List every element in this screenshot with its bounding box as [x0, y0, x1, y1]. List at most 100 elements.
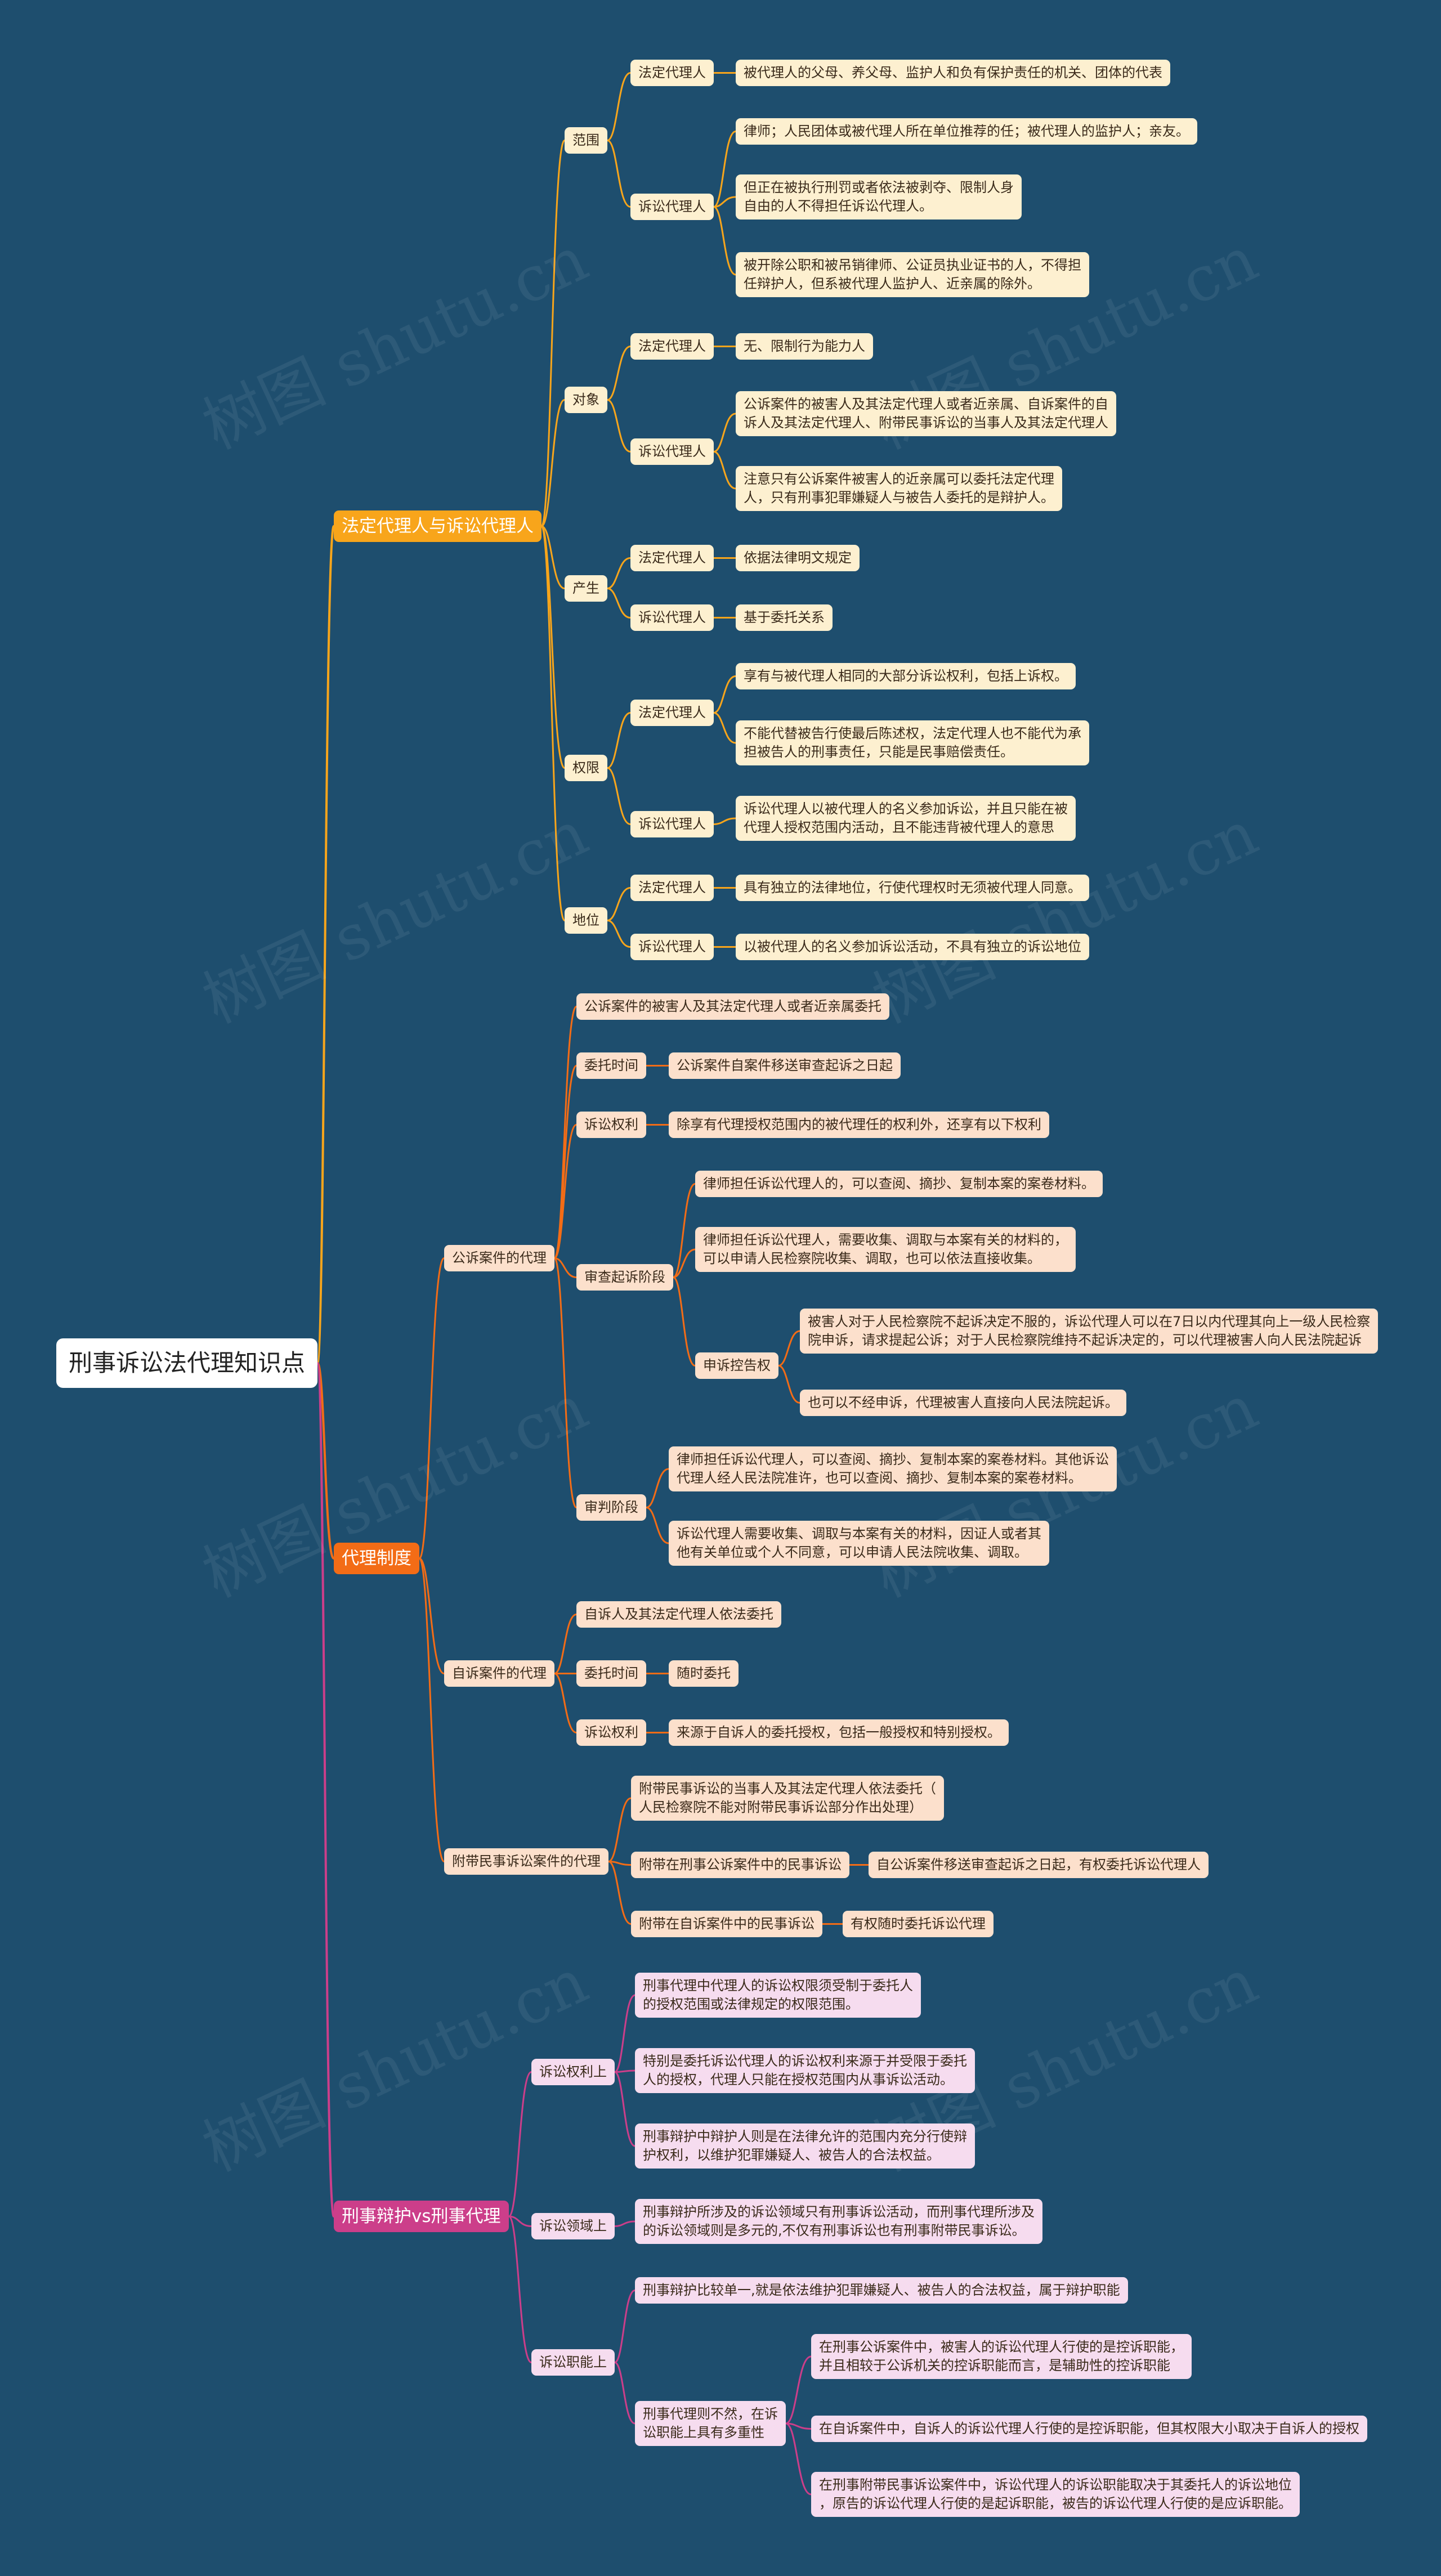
rights-litigation-agent-text: 诉讼代理人以被代理人的名义参加诉讼，并且只能在被 代理人授权范围内活动，且不能违… [736, 796, 1076, 841]
status-legal-agent-text: 具有独立的法律地位，行使代理权时无须被代理人同意。 [736, 875, 1089, 901]
connector [540, 525, 566, 921]
on-litigation-rights[interactable]: 诉讼权利上 [531, 2059, 615, 2085]
scope-litigation-agent[interactable]: 诉讼代理人 [630, 194, 714, 220]
public-case-agency[interactable]: 公诉案件的代理 [444, 1245, 554, 1271]
litigation-rights-item: 特别是委托诉讼代理人的诉讼权利来源于并受限于委托 人的授权，代理人只能在授权范围… [635, 2048, 975, 2093]
origin-legal-agent[interactable]: 法定代理人 [630, 545, 714, 571]
connector [614, 2220, 636, 2227]
connector [553, 1257, 578, 1508]
litigation-rights-item: 刑事辩护中辩护人则是在法律允许的范围内充分行使辩 护权利，以维护犯罪嫌疑人、被告… [635, 2123, 975, 2169]
connector [418, 1557, 445, 1862]
origin-litigation-agent-text: 基于委托关系 [736, 604, 833, 631]
object-legal-agent-text: 无、限制行为能力人 [736, 333, 873, 360]
public-entrust-time[interactable]: 委托时间 [576, 1052, 646, 1079]
public-litigation-rights[interactable]: 诉讼权利 [576, 1112, 646, 1138]
object-legal-agent[interactable]: 法定代理人 [630, 333, 714, 360]
on-litigation-function[interactable]: 诉讼职能上 [531, 2349, 615, 2376]
root-topic[interactable]: 刑事诉讼法代理知识点 [56, 1338, 318, 1388]
connector [316, 525, 335, 1364]
review-stage-item: 律师担任诉讼代理人的，可以查阅、摘抄、复制本案的案卷材料。 [695, 1171, 1103, 1197]
rights-legal-item: 不能代替被告行使最后陈述权，法定代理人也不能代为承 担被告人的刑事责任，只能是民… [736, 720, 1089, 765]
status-litigation-agent[interactable]: 诉讼代理人 [630, 934, 714, 960]
connector [607, 557, 631, 589]
connector [554, 1614, 577, 1674]
object-litigation-agent[interactable]: 诉讼代理人 [630, 438, 714, 465]
connector [553, 1124, 577, 1259]
rights-legal-agent[interactable]: 法定代理人 [630, 700, 714, 726]
topic-origin[interactable]: 产生 [565, 575, 607, 602]
connector [607, 920, 631, 948]
topic-object[interactable]: 对象 [565, 387, 607, 413]
connector [608, 1797, 632, 1862]
connector [508, 2071, 532, 2217]
status-litigation-agent-text: 以被代理人的名义参加诉讼活动，不具有独立的诉讼地位 [736, 934, 1089, 960]
appeal-item: 也可以不经申诉，代理被害人直接向人民法院起诉。 [800, 1390, 1126, 1416]
review-prosecution-stage[interactable]: 审查起诉阶段 [576, 1264, 673, 1291]
connector [713, 712, 736, 744]
litigation-rights-item: 刑事代理中代理人的诉讼权限须受制于委托人 的授权范围或法律规定的权限范围。 [635, 1973, 921, 2018]
connector [785, 2422, 812, 2430]
on-litigation-domain[interactable]: 诉讼领域上 [531, 2213, 615, 2239]
civil-in-private-case-text: 有权随时委托诉讼代理 [843, 1911, 994, 1937]
civil-in-private-case[interactable]: 附带在自诉案件中的民事诉讼 [631, 1911, 822, 1937]
connector [607, 346, 631, 401]
private-case-agency[interactable]: 自诉案件的代理 [444, 1660, 554, 1687]
private-entrust-time[interactable]: 委托时间 [576, 1660, 646, 1687]
appeal-item: 被害人对于人民检察院不起诉决定不服的，诉讼代理人可以在7日以内代理其向上一级人民… [800, 1309, 1379, 1354]
public-entrust-time-text: 公诉案件自案件移送审查起诉之日起 [669, 1052, 901, 1079]
connector [607, 140, 631, 208]
connector [713, 413, 736, 453]
connector [673, 1183, 696, 1278]
connector [778, 1330, 800, 1367]
branch-legal-vs-litigation-agent[interactable]: 法定代理人与诉讼代理人 [334, 510, 542, 542]
scope-litigation-item: 律师；人民团体或被代理人所在单位推荐的任；被代理人的监护人；亲友。 [736, 118, 1197, 145]
connector [508, 2215, 532, 2227]
connector [713, 675, 736, 714]
civil-in-public-case-text: 自公诉案件移送审查起诉之日起，有权委托诉讼代理人 [869, 1852, 1209, 1878]
connector [553, 1006, 578, 1259]
origin-litigation-agent[interactable]: 诉讼代理人 [630, 604, 714, 631]
connector [778, 1365, 800, 1404]
connector [607, 399, 631, 453]
topic-rights[interactable]: 权限 [565, 755, 607, 781]
scope-legal-agent[interactable]: 法定代理人 [630, 60, 714, 86]
connector [713, 206, 736, 276]
trial-stage-item: 律师担任诉讼代理人，可以查阅、摘抄、复制本案的案卷材料。其他诉讼 代理人经人民法… [669, 1446, 1117, 1491]
agency-function-multiple[interactable]: 刑事代理则不然，在诉 讼职能上具有多重性 [635, 2401, 786, 2446]
public-entrust: 公诉案件的被害人及其法定代理人或者近亲属委托 [576, 993, 889, 1020]
connector [673, 1248, 696, 1278]
status-legal-agent[interactable]: 法定代理人 [630, 875, 714, 901]
connector [541, 399, 565, 527]
connector [614, 2071, 636, 2147]
topic-scope[interactable]: 范围 [565, 127, 607, 154]
connector [614, 2362, 636, 2425]
civil-entrust: 附带民事诉讼的当事人及其法定代理人依法委托（ 人民检察院不能对附带民事诉讼部分作… [631, 1776, 944, 1821]
appeal-complaint-right[interactable]: 申诉控告权 [695, 1352, 778, 1379]
civil-attached-agency[interactable]: 附带民事诉讼案件的代理 [444, 1848, 608, 1875]
scope-litigation-item: 被开除公职和被吊销律师、公证员执业证书的人，不得担 任辩护人，但系被代理人监护人… [736, 252, 1089, 297]
rights-legal-item: 享有与被代理人相同的大部分诉讼权利，包括上诉权。 [736, 663, 1076, 689]
agency-function-item: 在自诉案件中，自诉人的诉讼代理人行使的是控诉职能，但其权限大小取决于自诉人的授权 [811, 2416, 1367, 2442]
private-litigation-rights[interactable]: 诉讼权利 [576, 1719, 646, 1746]
branch-agency-system[interactable]: 代理制度 [334, 1543, 419, 1574]
defense-function-text: 刑事辩护比较单一,就是依法维护犯罪嫌疑人、被告人的合法权益，属于辩护职能 [635, 2277, 1128, 2304]
private-litigation-rights-text: 来源于自诉人的委托授权，包括一般授权和特别授权。 [669, 1719, 1009, 1746]
topic-status[interactable]: 地位 [565, 907, 607, 934]
connector [646, 1468, 669, 1508]
rights-litigation-agent[interactable]: 诉讼代理人 [630, 811, 714, 837]
connector [713, 451, 736, 490]
connector [553, 1065, 578, 1259]
branch-defense-vs-agency[interactable]: 刑事辩护vs刑事代理 [334, 2201, 509, 2232]
connector [419, 1557, 445, 1674]
public-litigation-rights-text: 除享有代理授权范围内的被代理任的权利外，还享有以下权利 [669, 1112, 1049, 1138]
connector [673, 1276, 696, 1367]
civil-in-public-case[interactable]: 附带在刑事公诉案件中的民事诉讼 [631, 1852, 849, 1878]
trial-stage[interactable]: 审判阶段 [576, 1494, 646, 1521]
connector [541, 525, 565, 589]
connector [785, 2355, 812, 2425]
connector [607, 72, 631, 141]
object-litigation-item: 公诉案件的被害人及其法定代理人或者近亲属、自诉案件的自 诉人及其法定代理人、附带… [736, 391, 1116, 436]
connector [316, 1362, 335, 1560]
connector [713, 131, 736, 208]
review-stage-item: 律师担任诉讼代理人，需要收集、调取与本案有关的材料的， 可以申请人民检察院收集、… [695, 1227, 1076, 1272]
